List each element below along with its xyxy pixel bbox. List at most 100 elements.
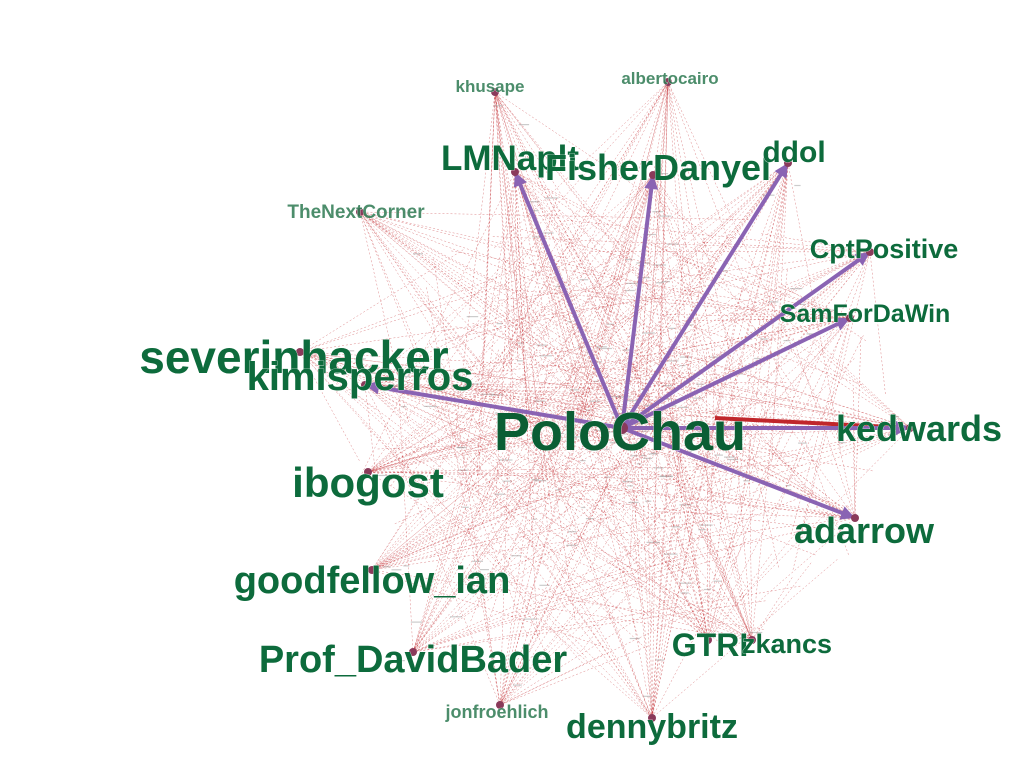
edge-to-SamForDaWin bbox=[509, 225, 851, 319]
center-node-label[interactable]: PoloChau bbox=[494, 402, 747, 463]
edge-to-adarrow bbox=[567, 517, 856, 586]
edge-to-adarrow bbox=[831, 413, 856, 519]
edge-to-ibogost bbox=[367, 359, 620, 473]
edge-to-khusape bbox=[494, 91, 538, 455]
speckle bbox=[543, 232, 554, 234]
speckle bbox=[450, 616, 462, 618]
node-dot-TheNextCorner[interactable] bbox=[356, 208, 364, 216]
node-label-CptPositive[interactable]: CptPositive bbox=[809, 234, 959, 265]
edge-to-CptPositive bbox=[574, 251, 871, 383]
edge-to-zkancs bbox=[517, 534, 753, 641]
edge-to-CptPositive bbox=[595, 251, 871, 382]
node-dot-kimisperros[interactable] bbox=[361, 381, 369, 389]
node-label-albertocairo[interactable]: albertocairo bbox=[621, 69, 719, 89]
node-label-jonfroehlich[interactable]: jonfroehlich bbox=[444, 702, 549, 723]
node-dot-FisherDanyel[interactable] bbox=[649, 171, 657, 179]
node-label-khusape[interactable]: khusape bbox=[455, 77, 525, 97]
edge-to-Prof_DavidBader bbox=[412, 397, 760, 653]
edge-to-GTRI bbox=[429, 300, 709, 641]
speckle bbox=[531, 478, 540, 481]
edge-to-Prof_DavidBader bbox=[412, 418, 583, 653]
speckle bbox=[783, 340, 791, 342]
node-dot-ddol[interactable] bbox=[784, 159, 792, 167]
speckle bbox=[573, 436, 582, 438]
speckle bbox=[567, 321, 572, 323]
primary-edges bbox=[364, 161, 910, 520]
node-dot-kedwards[interactable] bbox=[906, 424, 914, 432]
edge-to-dennybritz bbox=[461, 446, 653, 719]
node-label-goodfellow_ian[interactable]: goodfellow_ian bbox=[233, 560, 511, 603]
node-dot-SamForDaWin[interactable] bbox=[846, 314, 854, 322]
speckle bbox=[754, 357, 760, 360]
edge-to-kedwards bbox=[800, 325, 911, 429]
edge-to-khusape bbox=[494, 91, 552, 513]
edge-to-severinhacker bbox=[299, 351, 550, 453]
speckle bbox=[668, 327, 676, 329]
node-label-GTRI[interactable]: GTRI bbox=[671, 627, 748, 664]
speckle bbox=[790, 288, 803, 290]
node-label-Prof_DavidBader[interactable]: Prof_DavidBader bbox=[259, 639, 568, 682]
speckle bbox=[413, 253, 423, 255]
speckle bbox=[608, 431, 615, 433]
node-dot-ibogost[interactable] bbox=[364, 468, 372, 476]
node-dot-adarrow[interactable] bbox=[851, 514, 859, 522]
node-label-zkancs[interactable]: zkancs bbox=[742, 629, 833, 660]
node-dot-CptPositive[interactable] bbox=[866, 248, 874, 256]
edge-to-kedwards bbox=[704, 427, 911, 513]
node-dot-goodfellow_ian[interactable] bbox=[368, 566, 376, 574]
speckle bbox=[569, 389, 579, 391]
edge-to-jonfroehlich bbox=[499, 409, 666, 706]
edge-to-SamForDaWin bbox=[661, 317, 851, 490]
node-label-FisherDanyel[interactable]: FisherDanyel bbox=[545, 147, 772, 189]
edge-to-GTRI bbox=[413, 388, 709, 641]
node-label-kimisperros[interactable]: kimisperros bbox=[246, 355, 474, 400]
node-label-LMNaplt[interactable]: LMNaplt bbox=[441, 139, 580, 179]
edge-to-GTRI bbox=[707, 313, 824, 641]
node-label-kedwards[interactable]: kedwards bbox=[836, 408, 1003, 450]
edge-to-ddol bbox=[763, 162, 789, 429]
primary-edge-kimisperros bbox=[364, 383, 623, 430]
node-label-severinhacker[interactable]: severinhacker bbox=[139, 331, 449, 384]
edge-to-Prof_DavidBader bbox=[412, 556, 726, 653]
speckle bbox=[480, 569, 489, 571]
speckle bbox=[606, 323, 614, 325]
node-dot-GTRI[interactable] bbox=[704, 636, 712, 644]
node-dot-Prof_DavidBader[interactable] bbox=[409, 648, 417, 656]
node-dot-jonfroehlich[interactable] bbox=[496, 701, 504, 709]
node-label-dennybritz[interactable]: dennybritz bbox=[566, 708, 739, 747]
node-label-TheNextCorner[interactable]: TheNextCorner bbox=[287, 202, 425, 224]
node-label-adarrow[interactable]: adarrow bbox=[794, 510, 936, 552]
node-dot-LMNaplt[interactable] bbox=[511, 168, 519, 176]
speckle bbox=[585, 518, 594, 520]
edge-to-severinhacker bbox=[299, 351, 623, 492]
node-dot-severinhacker[interactable] bbox=[296, 348, 304, 356]
node-dot-khusape[interactable] bbox=[491, 88, 499, 96]
speckle bbox=[696, 383, 705, 385]
speckle bbox=[643, 422, 649, 424]
node-label-SamForDaWin[interactable]: SamForDaWin bbox=[779, 300, 951, 329]
node-label-ddol[interactable]: ddol bbox=[762, 136, 826, 170]
speckle bbox=[618, 443, 623, 445]
edge-to-adarrow bbox=[564, 483, 856, 519]
edge-to-albertocairo bbox=[667, 81, 732, 470]
speckle bbox=[557, 432, 565, 435]
edge-to-goodfellow_ian bbox=[371, 526, 513, 571]
edge-to-jonfroehlich bbox=[499, 612, 693, 706]
edge-to-CptPositive bbox=[702, 242, 871, 253]
edge-to-albertocairo bbox=[638, 81, 669, 370]
edge-to-ibogost bbox=[367, 387, 671, 473]
node-label-ibogost[interactable]: ibogost bbox=[292, 459, 444, 507]
edge-to-Prof_DavidBader bbox=[412, 407, 585, 653]
node-dot-PoloChau[interactable] bbox=[616, 422, 628, 434]
edge-to-zkancs bbox=[572, 400, 753, 641]
node-dot-albertocairo[interactable] bbox=[664, 78, 672, 86]
speckle bbox=[629, 423, 642, 425]
edge-to-ibogost bbox=[367, 208, 683, 473]
node-dot-dennybritz[interactable] bbox=[648, 714, 656, 722]
speckle bbox=[466, 316, 479, 318]
edge-to-khusape bbox=[494, 91, 576, 619]
edge-to-ddol bbox=[640, 162, 789, 345]
speckle bbox=[630, 455, 638, 457]
node-dot-zkancs[interactable] bbox=[748, 636, 756, 644]
edge-to-kimisperros bbox=[364, 384, 702, 463]
